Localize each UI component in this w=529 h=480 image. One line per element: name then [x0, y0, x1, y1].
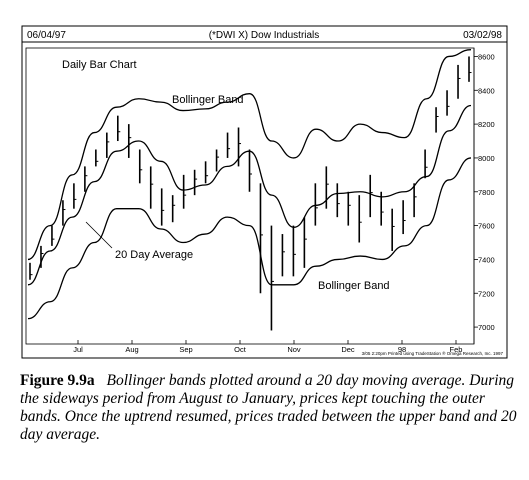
series-line-lower	[27, 157, 472, 320]
y-tick-label: 8000	[478, 154, 495, 163]
chart-type-label: Daily Bar Chart	[62, 59, 137, 71]
x-tick-label: Dec	[341, 345, 355, 354]
x-tick-label: Nov	[287, 345, 301, 354]
annotation-average-pointer	[85, 221, 113, 249]
x-tick-label: Oct	[234, 345, 247, 354]
annotation-upper-band: Bollinger Band	[172, 94, 244, 106]
x-tick-label: Sep	[179, 345, 192, 354]
y-tick-label: 7200	[478, 289, 495, 298]
y-tick-label: 7400	[478, 255, 495, 264]
header-right: 03/02/98	[463, 30, 502, 41]
y-tick-label: 8600	[478, 52, 495, 61]
chart-frame	[21, 25, 508, 359]
band-lines	[27, 49, 472, 320]
y-tick-label: 7000	[478, 323, 495, 332]
y-axis-ticks: 7000 7200 7400 7600 7800 8000 8200 8400 8600	[474, 52, 495, 332]
x-tick-label: 98	[398, 345, 406, 354]
caption-label: Figure 9.9a	[20, 372, 95, 389]
annotation-lower-band: Bollinger Band	[318, 280, 390, 292]
footer-credit: 3/05 2:20pm Printed using TradeStation ®…	[362, 350, 504, 356]
caption-text: Bollinger bands plotted around a 20 day …	[20, 372, 517, 443]
x-tick-label: Jul	[73, 345, 83, 354]
y-tick-label: 7800	[478, 188, 495, 197]
series-line-average	[27, 104, 472, 286]
header-left: 06/04/97	[27, 30, 66, 41]
series-line-upper	[27, 49, 472, 261]
header-center: (*DWI X) Dow Industrials	[209, 30, 320, 41]
x-tick-label: Feb	[450, 345, 463, 354]
x-axis-ticks: Jul Aug Sep Oct Nov Dec 98 Feb	[73, 340, 462, 354]
x-tick-label: Aug	[125, 345, 138, 354]
y-tick-label: 7600	[478, 222, 495, 231]
y-tick-label: 8200	[478, 120, 495, 129]
annotation-average: 20 Day Average	[115, 249, 193, 261]
price-bars	[29, 56, 472, 331]
y-tick-label: 8400	[478, 86, 495, 95]
figure-caption: Figure 9.9a Bollinger bands plotted arou…	[20, 372, 520, 444]
